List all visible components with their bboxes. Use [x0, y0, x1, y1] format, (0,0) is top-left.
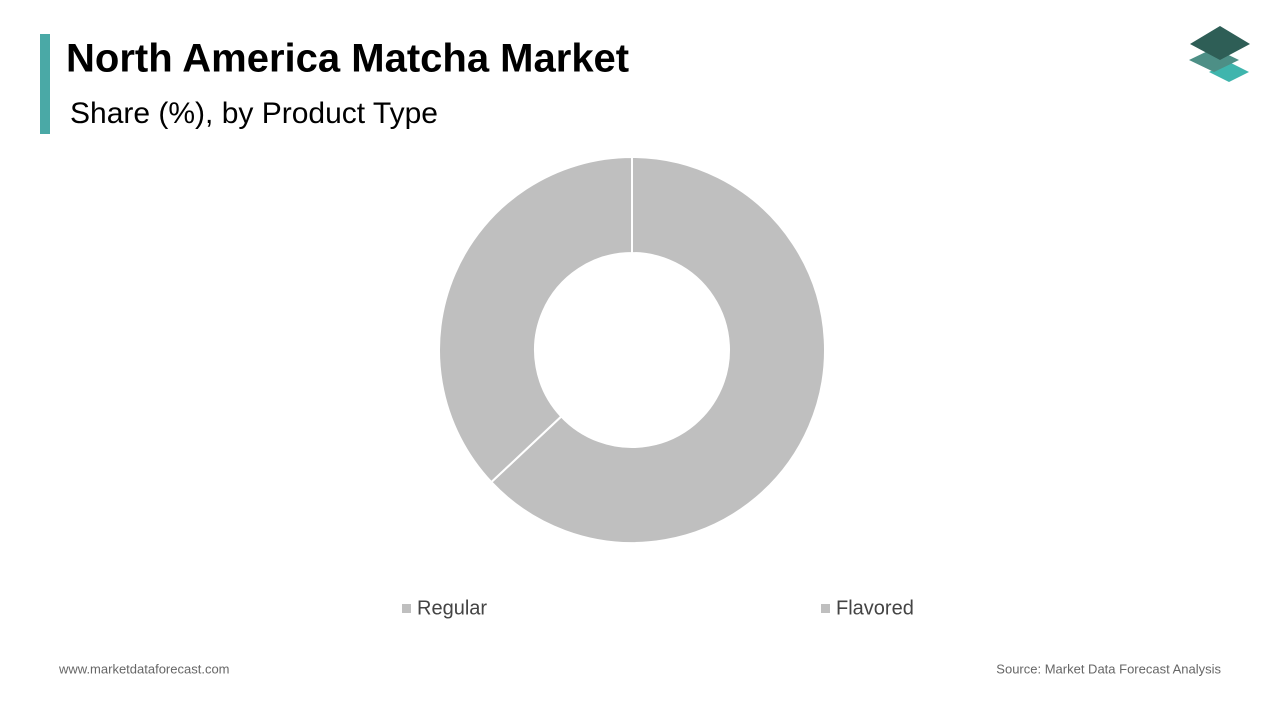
- slice: [438, 155, 633, 484]
- legend: Regular Flavored: [402, 597, 914, 619]
- legend-label: Regular: [417, 597, 487, 619]
- donut: [438, 155, 826, 544]
- source: Source: Market Data Forecast Analysis: [996, 661, 1221, 676]
- logo: [1189, 26, 1250, 82]
- slice: [489, 155, 826, 544]
- title-accent: [40, 34, 50, 134]
- legend-swatch: [821, 604, 830, 613]
- website: www.marketdataforecast.com: [58, 661, 230, 676]
- legend-swatch: [402, 604, 411, 613]
- chart-title: North America Matcha Market: [66, 37, 629, 81]
- chart-subtitle: Share (%), by Product Type: [70, 97, 438, 130]
- legend-label: Flavored: [836, 597, 914, 619]
